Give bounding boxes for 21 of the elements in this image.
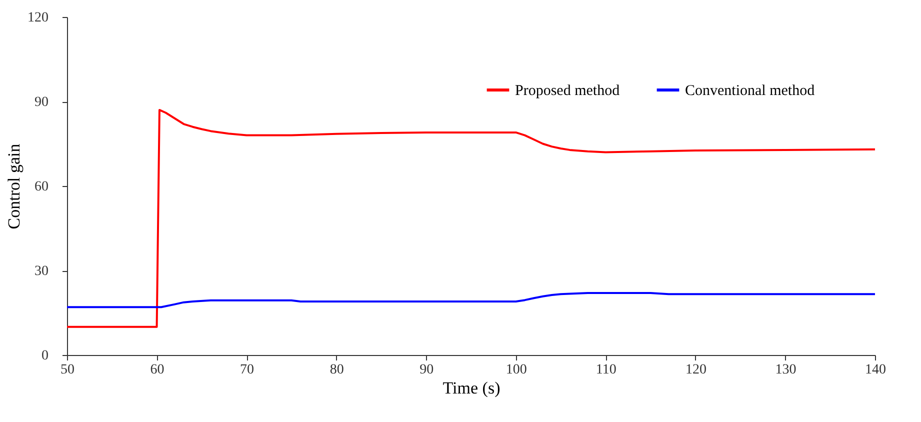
- y-tick-label: 90: [34, 95, 48, 110]
- x-tick-label: 140: [865, 362, 886, 378]
- y-tick-label: 60: [34, 180, 48, 194]
- y-tick-label: 30: [34, 264, 48, 279]
- x-tick-label: 100: [506, 362, 527, 378]
- legend-label: Proposed method: [515, 83, 620, 99]
- x-tick-label: 130: [775, 362, 796, 378]
- y-axis-title: Control gain: [4, 143, 24, 230]
- line-series: [66, 292, 876, 308]
- y-tick-label: 120: [28, 10, 48, 26]
- x-tick-label: 50: [60, 362, 74, 378]
- x-tick-label: 70: [240, 362, 254, 378]
- line-series: [66, 108, 876, 328]
- y-tick-label: 0: [42, 348, 48, 364]
- x-tick-label: 80: [330, 362, 344, 378]
- x-axis-title: Time (s): [442, 378, 500, 398]
- x-tick-label: 120: [685, 362, 706, 378]
- x-tick-label: 110: [596, 362, 616, 378]
- legend-label: Conventional method: [685, 83, 816, 99]
- x-tick-label: 60: [150, 362, 164, 378]
- x-tick-label: 90: [420, 362, 434, 378]
